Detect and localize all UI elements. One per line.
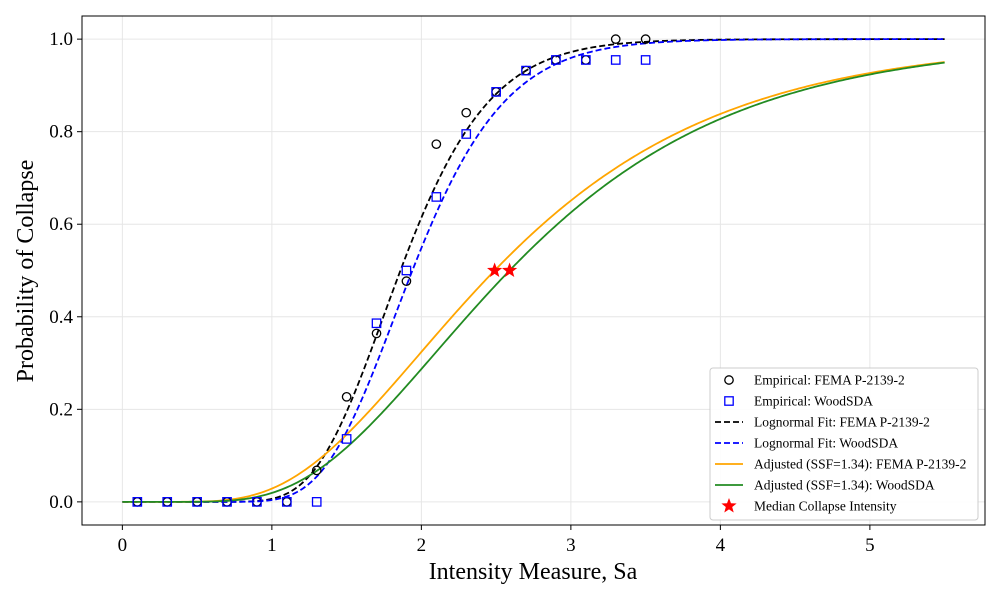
series-5 [122, 61, 945, 503]
y-axis-label: Probability of Collapse [13, 160, 39, 383]
data-point [580, 55, 591, 65]
series-line [122, 61, 945, 503]
data-point [580, 55, 591, 65]
y-tick-label: 0.6 [49, 214, 73, 235]
legend-label: Adjusted (SSF=1.34): FEMA P-2139-2 [754, 457, 966, 472]
plot-area [122, 34, 945, 507]
plot-frame [81, 15, 986, 526]
legend-swatch [724, 396, 734, 406]
series-3 [122, 38, 945, 503]
data-point [551, 55, 561, 65]
data-point [281, 497, 292, 507]
data-point [461, 129, 472, 139]
data-point [222, 497, 232, 507]
data-point [491, 87, 501, 97]
x-tick-label: 4 [716, 535, 726, 556]
x-tick-label: 5 [865, 535, 875, 556]
axes: 0 1 2 3 4 5 0.0 0.2 0.4 0.6 0.8 1.0 [49, 29, 874, 556]
data-point [311, 465, 322, 476]
data-point [341, 391, 352, 402]
x-tick-label: 3 [566, 535, 576, 556]
data-point [610, 34, 621, 44]
legend-label: Empirical: WoodSDA [754, 394, 873, 409]
data-point [487, 262, 503, 277]
series-line [122, 38, 945, 503]
data-point [521, 65, 531, 76]
data-point [311, 497, 322, 507]
data-point [501, 262, 518, 277]
y-tick-label: 1.0 [49, 29, 73, 50]
y-tick-label: 0.2 [49, 399, 73, 420]
data-point [640, 55, 651, 65]
data-point [252, 497, 262, 507]
legend-box [709, 367, 979, 521]
x-tick-label: 2 [417, 535, 427, 556]
data-point [132, 497, 143, 507]
y-tick-label: 0.8 [49, 122, 73, 143]
data-point [401, 265, 412, 276]
legend-label: Empirical: FEMA P-2139-2 [754, 373, 905, 388]
data-point [371, 328, 382, 339]
data-point [341, 434, 352, 444]
series-6 [487, 262, 518, 277]
series-4 [122, 61, 945, 503]
data-point [461, 107, 472, 118]
legend-label: Median Collapse Intensity [754, 499, 897, 514]
x-tick-label: 1 [267, 535, 277, 556]
y-tick-label: 0.4 [49, 307, 73, 328]
data-point [431, 192, 442, 202]
legend-swatch [724, 375, 734, 385]
data-point [401, 276, 412, 286]
data-point [162, 497, 173, 507]
series-line [122, 61, 945, 503]
series-0 [132, 34, 651, 507]
x-axis-label: Intensity Measure, Sa [429, 559, 638, 585]
series-1 [132, 55, 651, 507]
data-point [610, 55, 621, 65]
data-point [431, 139, 442, 150]
legend-label: Adjusted (SSF=1.34): WoodSDA [754, 478, 935, 493]
legend-swatch [721, 498, 737, 513]
y-tick-label: 0.0 [49, 492, 73, 513]
x-tick-label: 0 [118, 535, 128, 556]
legend-label: Lognormal Fit: FEMA P-2139-2 [754, 415, 930, 430]
data-point [371, 318, 382, 329]
legend-label: Lognormal Fit: WoodSDA [754, 436, 898, 451]
data-point [192, 497, 202, 507]
data-point [640, 34, 651, 44]
legend: Empirical: FEMA P-2139-2 Empirical: WoodS… [709, 367, 979, 521]
